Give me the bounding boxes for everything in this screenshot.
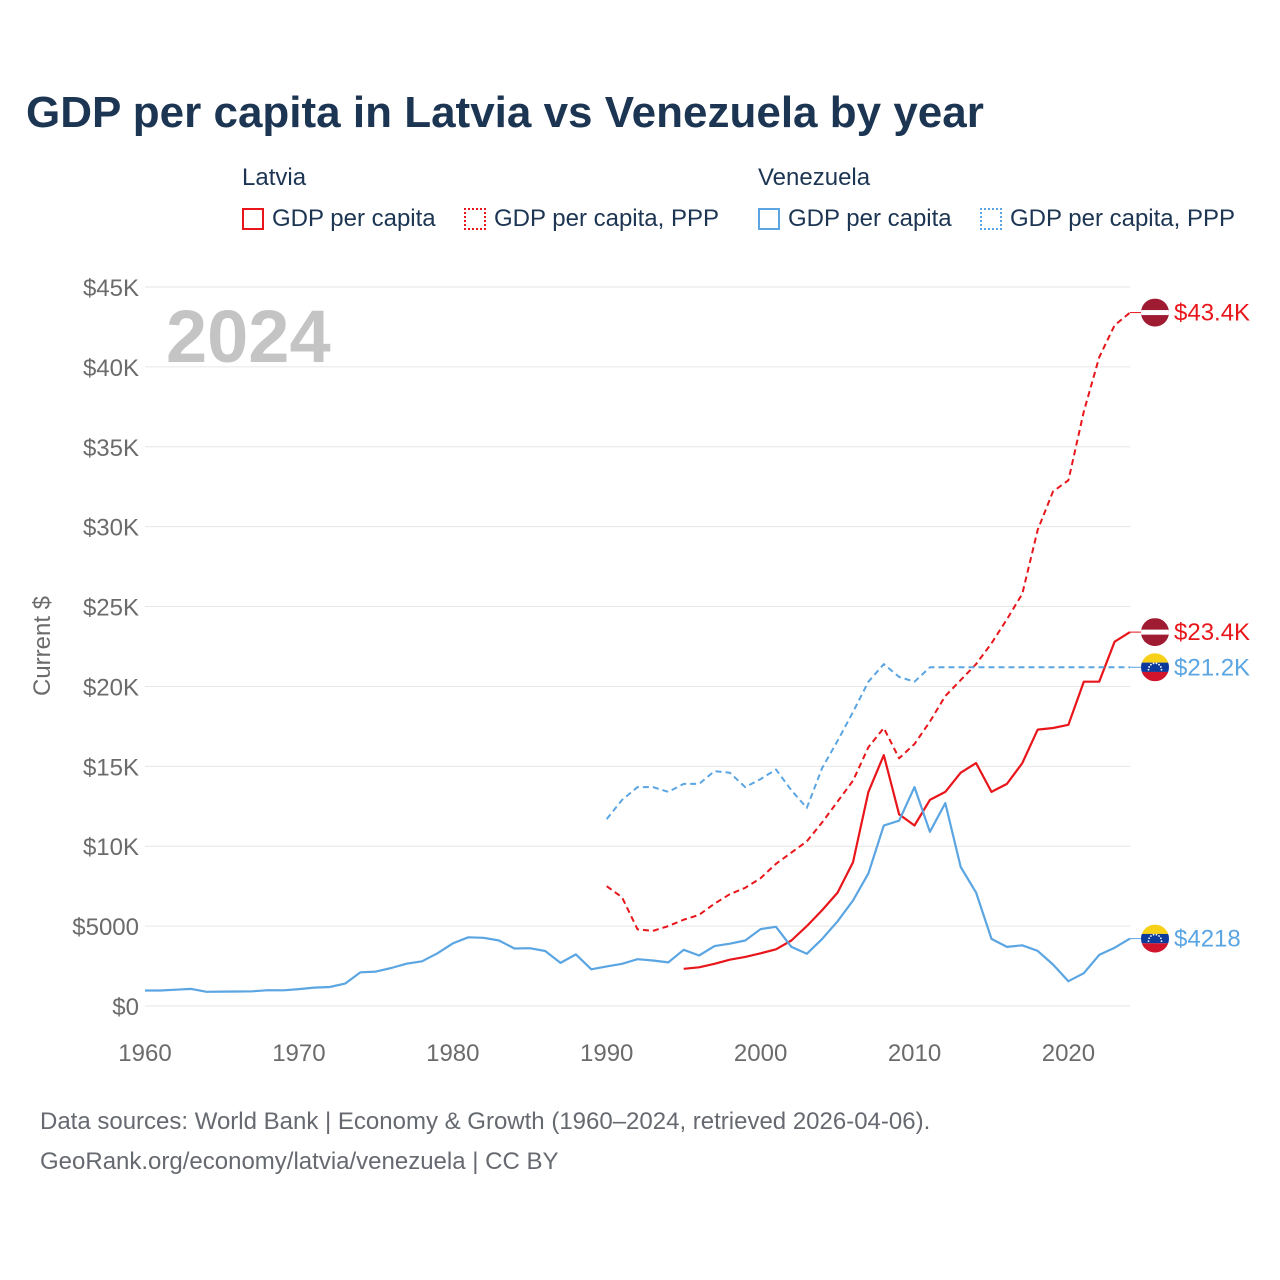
- legend-swatch-latvia-ppp: [464, 208, 486, 230]
- legend-item-venezuela-gdp[interactable]: GDP per capita: [758, 204, 952, 234]
- year-watermark: 2024: [166, 295, 331, 378]
- footer-sources: Data sources: World Bank | Economy & Gro…: [40, 1108, 931, 1135]
- legend-item-venezuela-ppp[interactable]: GDP per capita, PPP: [980, 204, 1235, 234]
- y-axis-ticks: $0 $5000 $10K $15K $20K $25K $30K $35K $40K $45K: [72, 275, 139, 1021]
- y-tick-label: $15K: [83, 754, 139, 781]
- y-tick-label: $10K: [83, 834, 139, 861]
- y-tick-label: $35K: [83, 435, 139, 462]
- gridlines: [145, 286, 1130, 1007]
- end-value-label: $4218: [1174, 926, 1241, 953]
- x-tick-label: 1980: [426, 1040, 479, 1067]
- venezuela-flag-icon: [1141, 653, 1169, 682]
- x-tick-label: 1970: [272, 1040, 325, 1067]
- y-tick-label: $45K: [83, 275, 139, 302]
- end-value-label: $21.2K: [1174, 654, 1250, 681]
- x-axis-ticks: 1960 1970 1980 1990 2000 2010 2020: [118, 1040, 1095, 1067]
- legend-swatch-venezuela-gdp: [758, 208, 780, 230]
- y-tick-label: $40K: [83, 355, 139, 382]
- end-value-label: $23.4K: [1174, 619, 1250, 646]
- series-line: [606, 311, 1131, 932]
- end-markers: $23.4K $43.4K $4218 $21.2K: [1130, 298, 1250, 953]
- x-tick-label: 1990: [580, 1040, 633, 1067]
- legend-label: GDP per capita, PPP: [1010, 205, 1235, 232]
- series-lines: [145, 311, 1131, 993]
- x-tick-label: 1960: [118, 1040, 171, 1067]
- series-line: [605, 663, 1130, 820]
- y-tick-label: $0: [112, 994, 139, 1021]
- footer-credit: GeoRank.org/economy/latvia/venezuela | C…: [40, 1148, 559, 1175]
- venezuela-flag-icon: [1141, 924, 1169, 953]
- legend-swatch-latvia-gdp: [242, 208, 264, 230]
- legend-item-latvia-ppp[interactable]: GDP per capita, PPP: [464, 204, 719, 234]
- y-tick-label: $5000: [72, 914, 139, 941]
- legend-label: GDP per capita: [272, 205, 436, 232]
- chart-title: GDP per capita in Latvia vs Venezuela by…: [26, 88, 984, 137]
- y-tick-label: $20K: [83, 674, 139, 701]
- end-value-label: $43.4K: [1174, 300, 1250, 327]
- latvia-flag-icon: [1141, 618, 1169, 647]
- latvia-flag-icon: [1141, 298, 1169, 327]
- legend-group-latvia: Latvia: [242, 164, 307, 191]
- series-line: [683, 631, 1131, 970]
- legend-swatch-venezuela-ppp: [980, 208, 1002, 230]
- y-axis-label: Current $: [29, 596, 56, 696]
- y-tick-label: $25K: [83, 595, 139, 622]
- legend-label: GDP per capita, PPP: [494, 205, 719, 232]
- y-tick-label: $30K: [83, 515, 139, 542]
- legend-label: GDP per capita: [788, 205, 952, 232]
- legend-item-latvia-gdp[interactable]: GDP per capita: [242, 204, 436, 234]
- legend-group-venezuela: Venezuela: [758, 164, 871, 191]
- x-tick-label: 2020: [1042, 1040, 1095, 1067]
- x-tick-label: 2000: [734, 1040, 787, 1067]
- x-tick-label: 2010: [888, 1040, 941, 1067]
- series-line: [145, 785, 1131, 993]
